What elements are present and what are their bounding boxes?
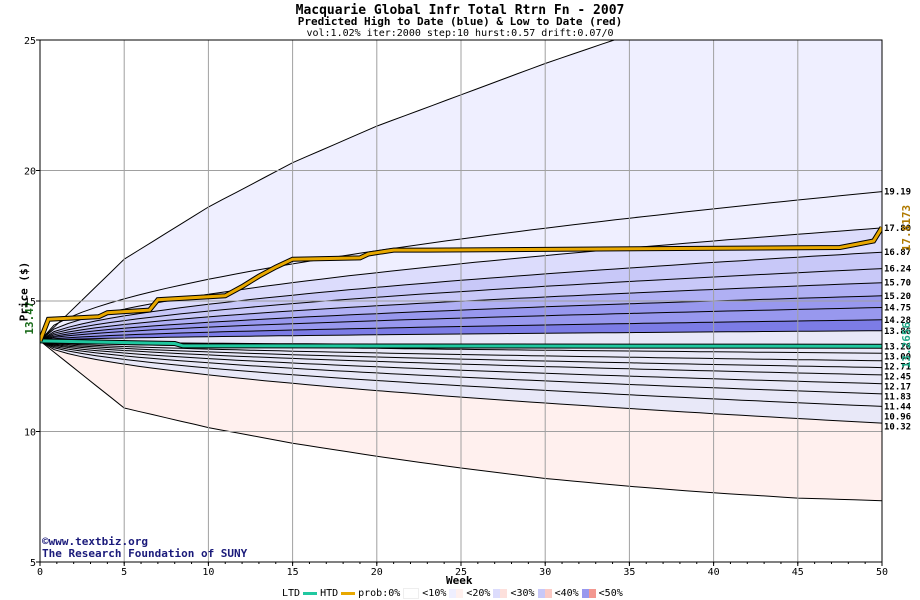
legend-swatch-30: [537, 589, 552, 598]
quantile-label-8: 13.86: [884, 327, 911, 337]
legend-band-30: <30%: [510, 588, 535, 599]
y-axis-label: Price ($): [17, 261, 31, 322]
legend-swatch-0: [403, 588, 420, 599]
quantile-label-5: 15.20: [884, 292, 911, 302]
x-tick-label-2: 10: [202, 567, 214, 578]
upper-band-4: [40, 268, 882, 341]
start-price-label: 13.47: [23, 301, 36, 334]
y-tick-label-1: 10: [24, 428, 36, 439]
y-tick-label-4: 25: [24, 36, 36, 47]
legend-htd-label: HTD: [320, 588, 339, 599]
x-tick-label-7: 35: [623, 567, 635, 578]
chart-title: Macquarie Global Infr Total Rtrn Fn - 20…: [295, 3, 625, 18]
legend-band-20: <20%: [466, 588, 491, 599]
legend-swatch-10: [449, 589, 464, 598]
y-tick-label-3: 20: [24, 167, 36, 178]
x-axis-label: Week: [446, 574, 473, 587]
quantile-label-0: 19.19: [884, 188, 911, 198]
y-tick-label-2: 15: [24, 297, 36, 308]
quantile-label-16: 10.96: [884, 412, 911, 422]
upper-band-3: [40, 252, 882, 341]
quantile-label-2: 16.87: [884, 248, 911, 258]
x-tick-label-5: 25: [455, 567, 467, 578]
x-tick-label-4: 20: [371, 567, 383, 578]
legend-band-50: <50%: [598, 588, 623, 599]
htd-line: [40, 226, 882, 342]
quantile-label-6: 14.75: [884, 304, 911, 314]
legend-swatch-40: [581, 589, 596, 598]
quantile-label-3: 16.24: [884, 265, 912, 275]
upper-band-2: [40, 227, 882, 341]
ltd-value-label: 13.2656: [900, 321, 913, 368]
legend-ltd-label: LTD: [282, 588, 301, 599]
quantile-label-9: 13.26: [884, 342, 911, 352]
quantile-label-13: 12.17: [884, 382, 911, 392]
legend-htd-swatch: [341, 592, 356, 595]
legend-ltd-swatch: [303, 592, 318, 595]
x-tick-label-0: 0: [37, 567, 43, 578]
quantile-label-12: 12.45: [884, 372, 911, 382]
quantile-label-10: 13.00: [884, 352, 911, 362]
chart-subtitle: Predicted High to Date (blue) & Low to D…: [297, 15, 623, 28]
quantile-label-14: 11.83: [884, 392, 911, 402]
y-tick-label-0: 5: [30, 558, 36, 569]
upper-band-5: [40, 282, 882, 341]
x-tick-label-6: 30: [539, 567, 551, 578]
quantile-labels: 19.19 17.80 16.87 16.24 15.70 15.20 14.75 14.28…: [884, 188, 912, 433]
legend-prob-label: prob:0%: [358, 588, 401, 599]
quantile-label-15: 11.44: [884, 402, 912, 412]
upper-band-1: [40, 191, 882, 341]
htd-value-label: 17.8173: [900, 205, 913, 251]
x-tick-label-10: 50: [876, 567, 888, 578]
simulation-parameters: vol:1.02% iter:2000 step:10 hurst:0.57 d…: [306, 28, 614, 39]
legend: LTD HTD prob:0% <10% <20% <30% <40% <50%: [282, 588, 623, 599]
predicted-lines: [40, 226, 882, 349]
legend-band-10: <10%: [422, 588, 447, 599]
x-tick-label-1: 5: [121, 567, 127, 578]
quantile-label-11: 12.71: [884, 362, 911, 372]
legend-swatch-20: [493, 589, 508, 598]
website-credit: ©www.textbiz.org: [42, 535, 148, 548]
x-tick-label-8: 40: [708, 567, 720, 578]
ltd-line: [40, 339, 882, 348]
x-tick-label-3: 15: [287, 567, 299, 578]
organization-credit: The Research Foundation of SUNY: [42, 547, 248, 560]
upper-band-6: [40, 295, 882, 341]
quantile-label-1: 17.80: [884, 224, 911, 234]
x-tick-label-9: 45: [792, 567, 804, 578]
legend-band-40: <40%: [554, 588, 579, 599]
quantile-label-4: 15.70: [884, 279, 911, 289]
quantile-label-17: 10.32: [884, 422, 911, 432]
quantile-label-7: 14.28: [884, 316, 911, 326]
